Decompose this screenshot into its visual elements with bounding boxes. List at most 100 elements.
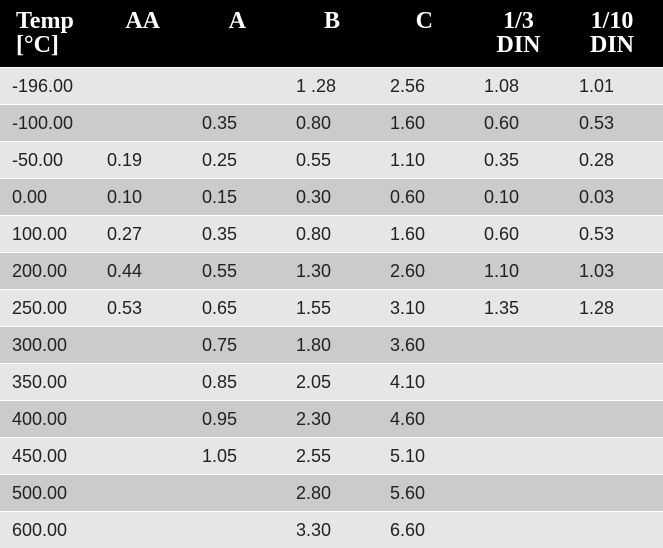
table-row: 600.00 3.30 6.60 xyxy=(0,512,663,548)
table-cell: 1.35 xyxy=(484,298,520,318)
header-cell: 1/10 DIN xyxy=(589,8,634,58)
table-cell: 3.10 xyxy=(390,298,426,318)
table-cell: 0.35 xyxy=(202,224,238,244)
table-cell: 250.00 xyxy=(12,298,68,318)
table-cell xyxy=(190,475,284,511)
table-cell: 1.01 xyxy=(579,76,615,96)
table-cell xyxy=(95,401,190,437)
table-row: 200.00 0.44 0.55 1.30 2.60 1.10 1.03 xyxy=(0,253,663,289)
header-cell: C xyxy=(415,8,433,34)
table-row: 500.00 2.80 5.60 xyxy=(0,475,663,511)
table-cell: 0.25 xyxy=(202,150,238,170)
table-cell: 5.10 xyxy=(390,446,426,466)
table-cell xyxy=(95,105,190,141)
table-cell: 0.80 xyxy=(296,224,332,244)
table-cell: 1.60 xyxy=(390,224,426,244)
table-cell: 0.60 xyxy=(484,113,520,133)
table-cell: 0.75 xyxy=(202,335,238,355)
table-cell: 3.60 xyxy=(390,335,426,355)
table-cell xyxy=(472,327,567,363)
table-cell xyxy=(472,401,567,437)
table-cell xyxy=(567,327,663,363)
table-cell: 0.60 xyxy=(484,224,520,244)
table-cell: 2.56 xyxy=(390,76,426,96)
header-cell: AA xyxy=(125,8,160,34)
table-cell: -100.00 xyxy=(12,113,74,133)
table-cell: -196.00 xyxy=(12,76,74,96)
table-cell: 400.00 xyxy=(12,409,68,429)
table-row: 400.00 0.95 2.30 4.60 xyxy=(0,401,663,437)
table-cell: 1.10 xyxy=(484,261,520,281)
table-cell: 0.15 xyxy=(202,187,238,207)
table-cell: 0.53 xyxy=(579,113,615,133)
table-cell: 0.80 xyxy=(296,113,332,133)
table-cell: 300.00 xyxy=(12,335,68,355)
table-cell: 0.60 xyxy=(390,187,426,207)
table-cell: 0.10 xyxy=(484,187,520,207)
table-cell: 1.10 xyxy=(390,150,426,170)
header-cell: B xyxy=(323,8,340,34)
table-cell: 1.55 xyxy=(296,298,332,318)
table-cell: 1.03 xyxy=(579,261,615,281)
table-cell xyxy=(567,401,663,437)
table-cell: 0.44 xyxy=(107,261,143,281)
table-cell: 1.05 xyxy=(202,446,238,466)
header-cell: Temp [°C] xyxy=(16,8,74,58)
table-cell: 1.28 xyxy=(579,298,615,318)
table-cell: 2.30 xyxy=(296,409,332,429)
table-row: 300.00 0.75 1.80 3.60 xyxy=(0,327,663,363)
table-cell: 0.30 xyxy=(296,187,332,207)
table-cell: 0.53 xyxy=(107,298,143,318)
table-cell: 2.55 xyxy=(296,446,332,466)
table-row: 100.00 0.27 0.35 0.80 1.60 0.60 0.53 xyxy=(0,216,663,252)
table-cell: 2.80 xyxy=(296,483,332,503)
table-cell xyxy=(95,327,190,363)
table-cell xyxy=(567,364,663,400)
table-row: 450.00 1.05 2.55 5.10 xyxy=(0,438,663,474)
table-cell: 450.00 xyxy=(12,446,68,466)
table-cell xyxy=(95,438,190,474)
table-cell: 0.55 xyxy=(296,150,332,170)
table-cell xyxy=(190,68,284,104)
table-cell: 200.00 xyxy=(12,261,68,281)
table-cell: 0.19 xyxy=(107,150,143,170)
table-cell: 0.03 xyxy=(579,187,615,207)
table-cell xyxy=(95,68,190,104)
table-cell: 1.80 xyxy=(296,335,332,355)
table-row: 350.00 0.85 2.05 4.10 xyxy=(0,364,663,400)
table-cell: 2.05 xyxy=(296,372,332,392)
table-cell xyxy=(567,438,663,474)
table-cell: 0.27 xyxy=(107,224,143,244)
table-row: 250.00 0.53 0.65 1.55 3.10 1.35 1.28 xyxy=(0,290,663,326)
table-cell xyxy=(567,475,663,511)
table-cell: 6.60 xyxy=(390,520,426,540)
table-cell: 4.10 xyxy=(390,372,426,392)
table-cell: 600.00 xyxy=(12,520,68,540)
table-cell: 0.55 xyxy=(202,261,238,281)
table-cell: 0.35 xyxy=(202,113,238,133)
table-row: -100.00 0.35 0.80 1.60 0.60 0.53 xyxy=(0,105,663,141)
table-row: -50.00 0.19 0.25 0.55 1.10 0.35 0.28 xyxy=(0,142,663,178)
table-cell: 1.08 xyxy=(484,76,520,96)
table-cell: 1 .28 xyxy=(296,76,337,96)
table-cell: -50.00 xyxy=(12,150,64,170)
header-cell: 1/3 DIN xyxy=(496,8,541,58)
table-cell xyxy=(95,475,190,511)
table-cell xyxy=(472,364,567,400)
table-cell: 2.60 xyxy=(390,261,426,281)
table-cell xyxy=(472,438,567,474)
table-cell xyxy=(472,512,567,548)
table-cell: 500.00 xyxy=(12,483,68,503)
header-cell: A xyxy=(228,8,246,34)
table-cell: 0.65 xyxy=(202,298,238,318)
table-cell xyxy=(472,475,567,511)
table-cell xyxy=(190,512,284,548)
table-cell: 3.30 xyxy=(296,520,332,540)
header-row: Temp [°C] AA A B C 1/3 DIN 1/10 DIN xyxy=(0,0,663,67)
table-cell: 0.35 xyxy=(484,150,520,170)
table-cell xyxy=(567,512,663,548)
table-cell: 0.85 xyxy=(202,372,238,392)
table-cell: 350.00 xyxy=(12,372,68,392)
